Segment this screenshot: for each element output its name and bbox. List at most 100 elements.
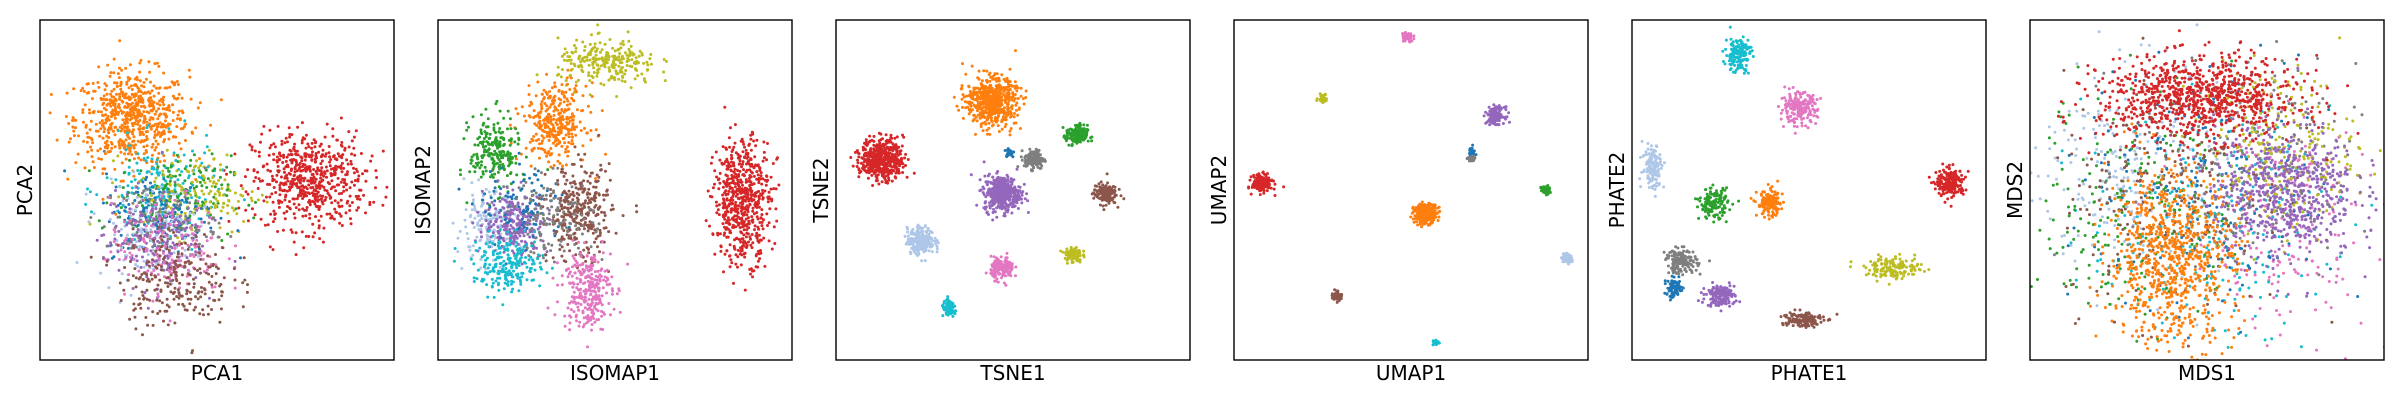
data-point <box>494 162 498 166</box>
data-point <box>338 212 341 216</box>
data-point <box>210 285 214 289</box>
plot-area-pca <box>48 39 389 355</box>
data-point <box>590 197 593 201</box>
data-point <box>141 180 145 184</box>
data-point <box>155 168 159 172</box>
data-point <box>744 178 748 182</box>
data-point <box>557 104 561 108</box>
data-point <box>129 237 132 241</box>
data-point <box>520 262 524 266</box>
data-point <box>315 186 319 190</box>
data-point <box>499 236 503 240</box>
data-point <box>125 223 129 227</box>
data-point <box>180 210 184 214</box>
data-point <box>123 209 127 213</box>
data-point <box>564 133 568 137</box>
data-point <box>136 228 140 232</box>
data-point <box>122 171 126 175</box>
data-point <box>358 197 362 201</box>
data-point <box>105 92 109 96</box>
data-point <box>103 82 107 86</box>
data-point <box>150 224 153 228</box>
data-point <box>494 102 498 106</box>
data-point <box>286 140 289 144</box>
data-point <box>102 101 106 105</box>
data-point <box>527 84 531 88</box>
data-point <box>347 130 351 134</box>
data-point <box>125 133 129 137</box>
data-point <box>339 164 343 168</box>
data-point <box>482 137 486 140</box>
data-point <box>604 169 607 173</box>
data-point <box>552 117 556 121</box>
data-point <box>146 306 150 310</box>
data-point <box>155 221 158 225</box>
data-point <box>541 129 545 133</box>
data-point <box>574 50 578 54</box>
data-point <box>758 168 762 172</box>
data-point <box>617 47 621 51</box>
data-point <box>727 218 731 222</box>
data-point <box>140 220 144 224</box>
data-point <box>627 58 631 62</box>
data-point <box>148 91 152 95</box>
data-point <box>160 194 164 198</box>
data-point <box>190 232 194 236</box>
data-point <box>750 219 754 223</box>
data-point <box>153 243 156 247</box>
data-point <box>361 172 364 176</box>
data-point <box>484 144 488 148</box>
data-point <box>152 84 156 88</box>
data-point <box>270 174 274 178</box>
data-point <box>522 209 526 213</box>
data-point <box>143 117 147 121</box>
data-point <box>116 215 120 219</box>
data-point <box>177 220 181 224</box>
data-point <box>556 179 560 182</box>
data-point <box>504 194 508 198</box>
data-point <box>531 235 535 238</box>
data-point <box>640 72 644 76</box>
cluster-orange <box>48 39 223 216</box>
data-point <box>307 145 311 149</box>
data-point <box>177 291 181 295</box>
data-point <box>151 209 155 213</box>
data-point <box>726 167 730 171</box>
data-point <box>191 169 195 173</box>
data-point <box>203 181 207 185</box>
data-point <box>136 101 140 105</box>
data-point <box>312 138 316 142</box>
data-point <box>562 110 566 114</box>
data-point <box>340 224 344 227</box>
data-point <box>134 150 138 154</box>
data-point <box>182 153 186 157</box>
data-point <box>142 85 146 89</box>
data-point <box>98 121 102 125</box>
data-point <box>741 160 745 164</box>
data-point <box>237 206 241 210</box>
data-point <box>151 207 154 211</box>
data-point <box>328 160 332 164</box>
data-point <box>143 291 147 295</box>
data-point <box>602 211 606 215</box>
data-point <box>168 223 172 226</box>
data-point <box>98 147 102 151</box>
data-point <box>130 88 134 91</box>
data-point <box>544 193 548 197</box>
data-point <box>528 235 532 239</box>
data-point <box>153 198 157 202</box>
data-point <box>740 247 744 251</box>
data-point <box>741 200 744 203</box>
data-point <box>314 140 318 144</box>
data-point <box>302 179 306 183</box>
data-point <box>176 96 180 100</box>
data-point <box>620 66 624 70</box>
data-point <box>467 245 471 249</box>
data-point <box>72 87 76 91</box>
data-point <box>145 110 149 114</box>
data-point <box>244 208 248 212</box>
data-point <box>140 273 144 276</box>
data-point <box>494 219 497 223</box>
data-point <box>150 172 154 176</box>
data-point <box>118 92 121 96</box>
